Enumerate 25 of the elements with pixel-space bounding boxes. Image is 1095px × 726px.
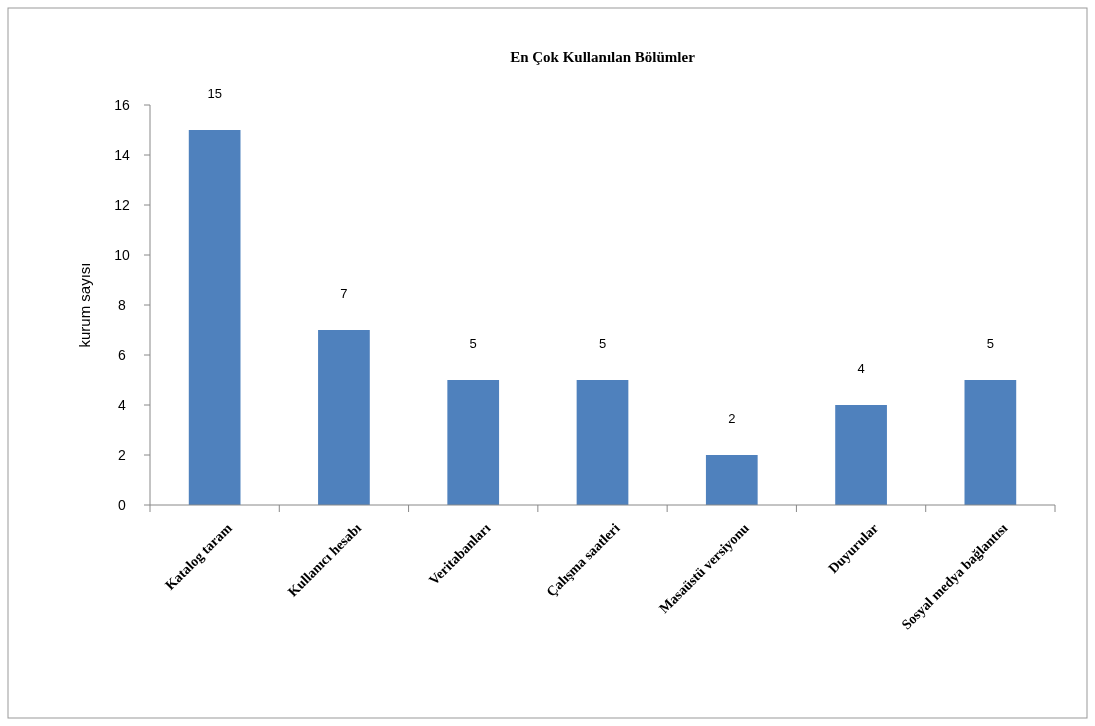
y-tick-label: 8 (118, 297, 127, 313)
y-tick-label: 4 (118, 397, 127, 413)
chart-title: En Çok Kullanılan Bölümler (510, 49, 696, 65)
y-axis-title: kurum sayısı (76, 262, 93, 348)
bar (705, 455, 758, 505)
y-tick-label: 6 (118, 347, 127, 363)
bar (318, 330, 370, 505)
y-tick-label: 10 (114, 247, 130, 263)
bar (188, 130, 241, 505)
data-label: 7 (340, 286, 348, 301)
bar (447, 380, 500, 505)
data-label: 5 (598, 336, 607, 351)
data-label: 2 (728, 411, 736, 426)
y-tick-label: 14 (114, 147, 130, 163)
data-label: 5 (986, 336, 994, 351)
data-label: 15 (207, 86, 222, 101)
y-tick-label: 0 (118, 497, 127, 513)
bar (576, 380, 629, 505)
data-label: 5 (469, 336, 477, 351)
bar (835, 405, 887, 505)
y-tick-label: 2 (118, 447, 127, 463)
data-label: 4 (857, 361, 865, 376)
bar (964, 380, 1017, 505)
y-tick-label: 16 (114, 97, 130, 113)
y-tick-label: 12 (114, 197, 130, 213)
